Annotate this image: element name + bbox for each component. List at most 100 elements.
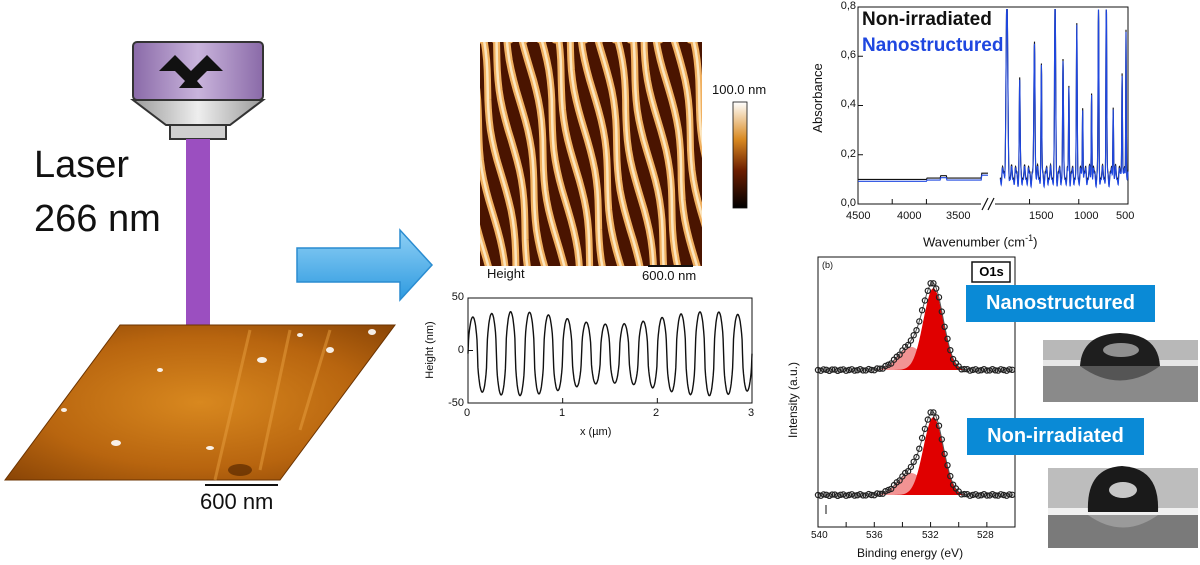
xps-data-point: [868, 491, 875, 499]
xps-data-point: [913, 327, 920, 334]
xps-data-point: [834, 367, 841, 374]
laser-label-line2: 266 nm: [34, 198, 161, 240]
ftir-legend-non-irradiated: Non-irradiated: [862, 9, 992, 30]
xps-frame: [817, 256, 1016, 528]
xps-data-point: [935, 294, 943, 301]
sample-plane: [5, 325, 395, 480]
afm-colorbar-max-label: 100.0 nm: [712, 82, 767, 97]
xps-data-point: [941, 450, 948, 458]
xps-data-point: [1006, 491, 1013, 498]
xps-data-point: [842, 492, 850, 499]
xps-data-point: [828, 491, 836, 498]
height-profile-ylabel: Height (nm): [424, 321, 436, 379]
xps-data-point: [927, 280, 934, 287]
xps-data-point: [921, 297, 929, 304]
xps-data-point: [924, 416, 932, 423]
xps-data-point: [910, 458, 917, 465]
xps-data-point: [907, 463, 915, 471]
xps-data-point: [944, 462, 951, 469]
badge-non-irradiated: Non-irradiated: [967, 418, 1144, 455]
xps-data-point: [947, 472, 954, 480]
xps-data-point: [820, 366, 827, 373]
xps-data-point: [851, 367, 858, 374]
height-profile-xlabel: x (µm): [580, 426, 612, 438]
ftir-xtick: 4000: [897, 210, 922, 222]
xps-data-point: [975, 492, 982, 499]
xps-points-nanostructured: [814, 280, 1016, 374]
xps-data-point: [961, 490, 968, 498]
xps-data-point: [938, 308, 946, 315]
xps-data-point: [921, 425, 929, 433]
prism-icon: [179, 74, 203, 88]
ftir-ytick: 0,0: [840, 197, 856, 209]
xps-data-point: [933, 414, 940, 421]
xps-data-point: [882, 488, 889, 495]
xps-xlabel: Binding energy (eV): [857, 546, 964, 560]
xps-data-point: [918, 307, 926, 314]
sample-scalebar-label: 600 nm: [200, 489, 274, 514]
xps-data-point: [983, 492, 991, 499]
afm-colorbar: [732, 101, 748, 209]
process-arrow: [296, 228, 434, 302]
xps-data-point: [1006, 366, 1013, 373]
xps-data-point: [904, 341, 912, 349]
laser-head: [130, 41, 266, 140]
height-profile-xtick: 3: [748, 407, 755, 419]
xps-data-point: [966, 367, 974, 374]
xps-data-point: [876, 490, 884, 497]
xps-data-point: [842, 367, 850, 374]
badge-nanostructured: Nanostructured: [966, 285, 1155, 322]
xps-data-point: [941, 323, 948, 330]
xps-ylabel: Intensity (a.u.): [786, 361, 800, 439]
xps-xtick: 536: [866, 530, 883, 541]
axis-break-icon: [981, 196, 995, 211]
xps-data-point: [916, 445, 923, 452]
xps-panel-label: (b): [822, 260, 833, 270]
height-profile-chart: [467, 297, 753, 404]
ftir-xtick: 4500: [846, 210, 871, 222]
prism-icon: [191, 55, 223, 71]
xps-data-point: [1009, 491, 1016, 498]
xps-data-point: [983, 367, 991, 374]
ftir-line-nanostructured: [858, 8, 1129, 189]
xps-xtick: 528: [977, 530, 994, 541]
height-profile-xtick: 0: [464, 407, 471, 419]
xps-data-point: [876, 365, 884, 372]
xps-data-point: [1009, 366, 1016, 373]
droplet-photo-nanostructured: [1043, 333, 1198, 402]
ftir-legend-nanostructured: Nanostructured: [862, 35, 1004, 56]
xps-xtick: 532: [922, 530, 939, 541]
o1s-label: O1s: [979, 264, 1004, 279]
ftir-ytick: 0,4: [840, 98, 856, 110]
xps-data-point: [975, 367, 982, 374]
xps-data-point: [924, 287, 932, 294]
xps-data-point: [820, 491, 827, 498]
xps-data-point: [947, 347, 954, 354]
xps-data-point: [828, 366, 836, 373]
xps-data-point: [966, 492, 974, 499]
ftir-ytick: 0,6: [840, 49, 856, 61]
xps-data-point: [930, 409, 937, 416]
xps-data-point: [918, 434, 926, 442]
afm-image: [433, 40, 702, 270]
xps-data-point: [997, 366, 1005, 373]
height-profile-ytick: -50: [448, 397, 464, 409]
height-profile-line: [467, 310, 753, 397]
ftir-xtick: 500: [1116, 210, 1135, 222]
xps-data-point: [913, 453, 920, 461]
ftir-xtick: 3500: [946, 210, 971, 222]
xps-data-point: [916, 318, 923, 325]
afm-ridge: [433, 40, 470, 270]
xps-peak-non-irradiated: [818, 417, 1015, 495]
ftir-ytick: 0,8: [840, 0, 856, 12]
ftir-ytick: 0,2: [840, 148, 856, 160]
height-profile-xtick: 1: [559, 407, 566, 419]
afm-scalebar-label: 600.0 nm: [642, 268, 697, 283]
ftir-xtick: 1000: [1074, 210, 1099, 222]
laser-head-cone: [130, 99, 266, 126]
xps-peak-nanostructured: [818, 288, 1015, 370]
xps-chart: [814, 256, 1016, 528]
xps-points-non-irradiated: [814, 409, 1016, 499]
height-profile-ytick: 0: [457, 344, 464, 356]
xps-data-point: [868, 366, 875, 374]
